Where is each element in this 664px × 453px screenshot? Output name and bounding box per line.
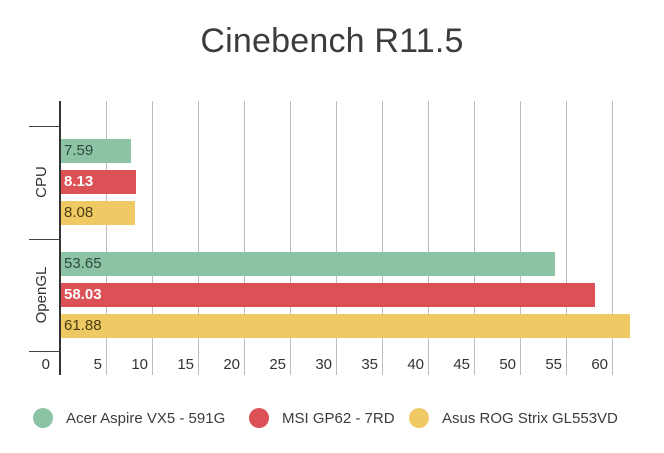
gridline bbox=[474, 101, 475, 375]
category-separator bbox=[29, 239, 60, 240]
legend-swatch-icon bbox=[33, 408, 53, 428]
x-tick-label: 25 bbox=[269, 356, 286, 373]
gridline bbox=[290, 101, 291, 375]
x-tick-label: 10 bbox=[131, 356, 148, 373]
x-tick-label: 35 bbox=[361, 356, 378, 373]
gridline bbox=[520, 101, 521, 375]
category-label-cpu: CPU bbox=[33, 166, 50, 198]
bar-opengl-1: 58.03 bbox=[61, 283, 595, 307]
gridline bbox=[198, 101, 199, 375]
category-separator bbox=[29, 351, 60, 352]
gridline bbox=[382, 101, 383, 375]
chart-title: Cinebench R11.5 bbox=[200, 22, 464, 60]
x-tick-label: 40 bbox=[407, 356, 424, 373]
bar-value-label: 7.59 bbox=[64, 142, 94, 159]
category-separator bbox=[29, 126, 60, 127]
bar-cpu-2: 8.08 bbox=[61, 201, 135, 225]
bar-value-label: 61.88 bbox=[64, 317, 102, 334]
bar-cpu-1: 8.13 bbox=[61, 170, 136, 194]
gridline bbox=[428, 101, 429, 375]
legend: Acer Aspire VX5 - 591G MSI GP62 - 7RD Asus… bbox=[0, 407, 664, 429]
x-tick-label: 5 bbox=[93, 356, 102, 373]
bar-cpu-0: 7.59 bbox=[61, 139, 131, 163]
legend-swatch-icon bbox=[409, 408, 429, 428]
y-axis-line bbox=[59, 101, 61, 375]
legend-label: MSI GP62 - 7RD bbox=[282, 409, 395, 427]
bar-value-label: 8.13 bbox=[64, 173, 94, 190]
legend-label: Acer Aspire VX5 - 591G bbox=[66, 409, 226, 427]
bar-value-label: 58.03 bbox=[64, 286, 102, 303]
gridline bbox=[106, 101, 107, 375]
category-label-opengl: OpenGL bbox=[33, 266, 50, 324]
x-tick-label: 50 bbox=[499, 356, 516, 373]
x-tick-label: 20 bbox=[223, 356, 240, 373]
bar-opengl-0: 53.65 bbox=[61, 252, 555, 276]
legend-item: Acer Aspire VX5 - 591G bbox=[33, 407, 225, 429]
gridline bbox=[612, 101, 613, 375]
x-tick-label: 15 bbox=[177, 356, 194, 373]
gridline bbox=[566, 101, 567, 375]
x-tick-label: 55 bbox=[545, 356, 562, 373]
gridline bbox=[336, 101, 337, 375]
legend-swatch-icon bbox=[249, 408, 269, 428]
legend-item: Asus ROG Strix GL553VD bbox=[409, 407, 618, 429]
x-tick-label: 30 bbox=[315, 356, 332, 373]
gridline bbox=[152, 101, 153, 375]
bar-value-label: 8.08 bbox=[64, 204, 94, 221]
legend-item: MSI GP62 - 7RD bbox=[249, 407, 395, 429]
bar-value-label: 53.65 bbox=[64, 255, 102, 272]
legend-label: Asus ROG Strix GL553VD bbox=[442, 409, 618, 427]
gridline bbox=[244, 101, 245, 375]
x-tick-label: 0 bbox=[41, 356, 50, 373]
x-tick-label: 60 bbox=[591, 356, 608, 373]
x-tick-label: 45 bbox=[453, 356, 470, 373]
bar-opengl-2: 61.88 bbox=[61, 314, 630, 338]
